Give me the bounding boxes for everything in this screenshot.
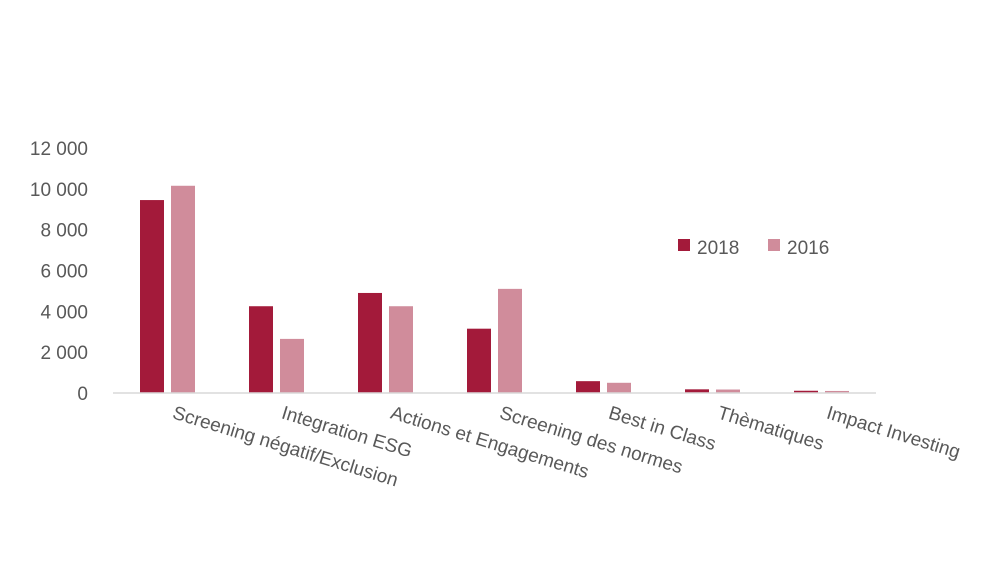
bar-2016 xyxy=(171,185,195,393)
bar-2018 xyxy=(794,390,818,393)
bar-2018 xyxy=(358,292,382,393)
y-tick-label: 12 000 xyxy=(30,139,88,160)
legend: 2018 2016 xyxy=(678,238,829,259)
bar-2016 xyxy=(825,390,849,393)
bar-2018 xyxy=(467,328,491,393)
y-tick-label: 2 000 xyxy=(40,343,88,364)
x-tick-label: Screening des normes xyxy=(497,403,685,479)
legend-swatch xyxy=(768,239,780,251)
legend-label: 2018 xyxy=(697,238,739,259)
bar-2016 xyxy=(280,338,304,393)
bar-2018 xyxy=(140,200,164,393)
x-tick-label: Thèmatiques xyxy=(715,403,826,455)
y-axis: 0 2 000 4 000 6 000 8 000 10 000 12 000 xyxy=(30,139,88,405)
y-tick-label: 10 000 xyxy=(30,180,88,201)
x-tick-label: Actions et Engagements xyxy=(388,403,591,483)
bar-2016 xyxy=(389,306,413,393)
y-tick-label: 6 000 xyxy=(40,262,88,283)
bars xyxy=(140,185,849,393)
legend-label: 2016 xyxy=(787,238,829,259)
y-tick-label: 8 000 xyxy=(40,221,88,242)
bar-2018 xyxy=(685,389,709,393)
legend-swatch xyxy=(678,239,690,251)
bar-2016 xyxy=(716,389,740,393)
y-tick-label: 0 xyxy=(77,384,88,405)
bar-2018 xyxy=(576,381,600,393)
x-tick-label: Impact Investing xyxy=(824,403,962,464)
bar-2016 xyxy=(607,382,631,393)
bar-2018 xyxy=(249,306,273,393)
y-tick-label: 4 000 xyxy=(40,302,88,323)
bar-2016 xyxy=(498,288,522,393)
